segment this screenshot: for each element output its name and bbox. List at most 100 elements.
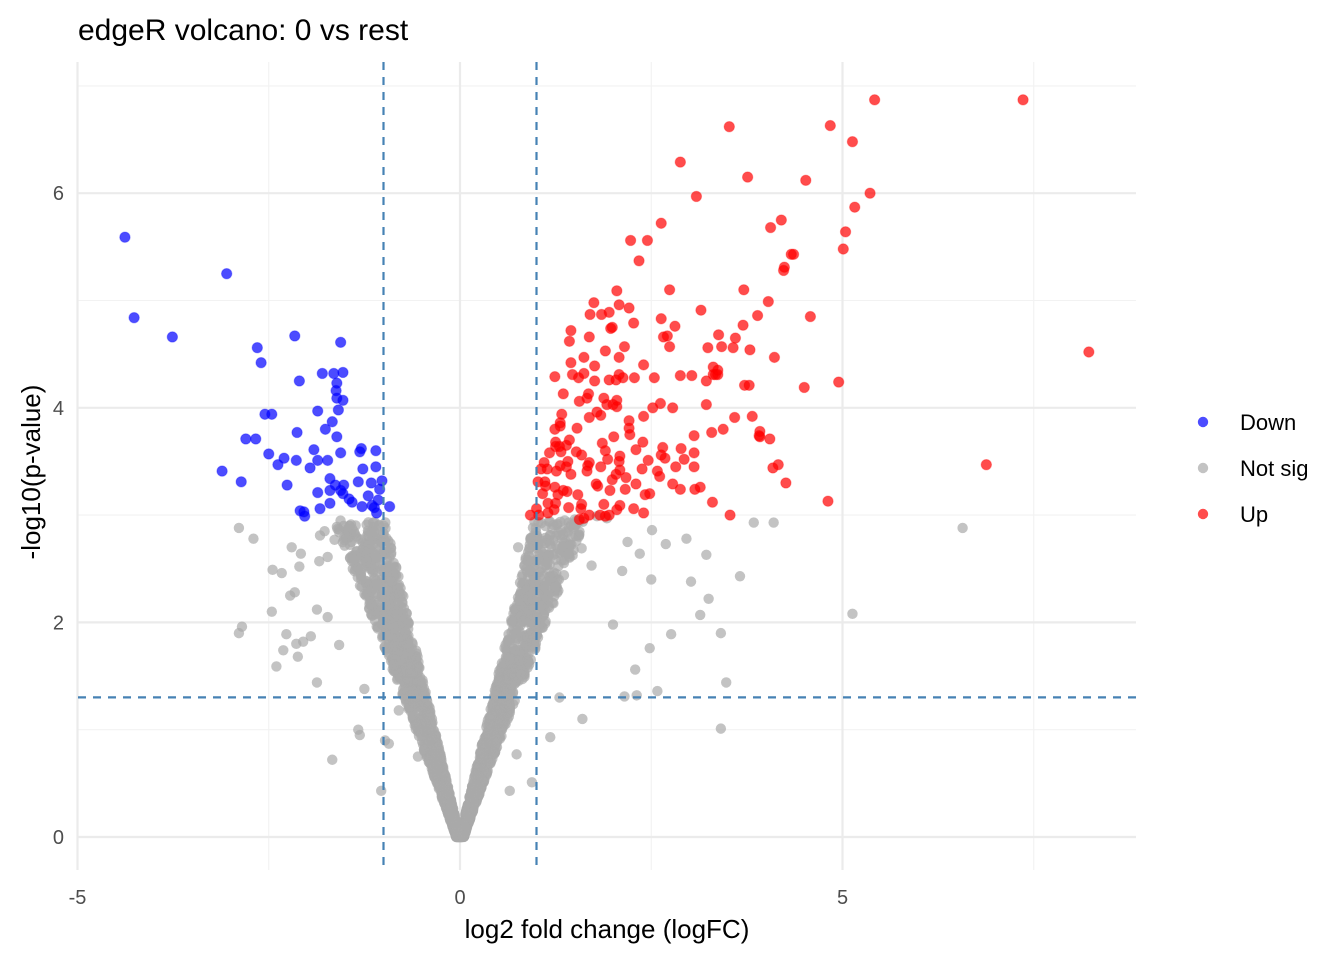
point-down — [290, 454, 302, 467]
point-up — [824, 119, 836, 132]
point-up — [746, 410, 758, 423]
point-up — [753, 429, 765, 442]
point-not-sig — [289, 587, 300, 598]
point-down — [166, 331, 179, 343]
point-up — [674, 483, 687, 496]
point-up — [637, 359, 650, 371]
point-up — [563, 434, 576, 446]
point-not-sig — [511, 749, 522, 760]
point-not-sig — [522, 566, 533, 578]
point-not-sig — [514, 577, 526, 588]
point-up — [648, 372, 661, 384]
point-not-sig — [646, 574, 657, 585]
point-down — [314, 502, 326, 515]
point-up — [624, 234, 637, 247]
point-not-sig — [460, 822, 471, 834]
point-not-sig — [685, 576, 697, 587]
point-up — [619, 483, 631, 496]
point-not-sig — [391, 592, 403, 603]
point-not-sig — [271, 661, 282, 672]
x-tick-label: 0 — [454, 887, 465, 909]
point-up — [980, 458, 993, 471]
point-up — [641, 234, 654, 247]
point-up — [573, 513, 586, 526]
point-not-sig — [297, 636, 309, 647]
point-not-sig — [377, 610, 389, 622]
point-not-sig — [412, 751, 424, 762]
point-not-sig — [503, 629, 514, 640]
point-up — [583, 411, 595, 424]
point-up — [674, 369, 687, 382]
point-up — [563, 335, 576, 347]
point-not-sig — [576, 543, 587, 554]
point-up — [702, 342, 714, 354]
point-not-sig — [314, 556, 325, 567]
legend-swatch — [1197, 508, 1209, 520]
point-up — [674, 156, 687, 168]
y-tick-label: 0 — [53, 827, 64, 849]
point-up — [743, 379, 755, 391]
point-not-sig — [352, 533, 364, 544]
point-up — [688, 447, 700, 459]
point-up — [595, 308, 608, 321]
point-up — [670, 461, 682, 473]
point-not-sig — [566, 532, 577, 543]
point-not-sig — [427, 733, 438, 744]
point-not-sig — [545, 538, 556, 550]
chart-title: edgeR volcano: 0 vs rest — [78, 14, 409, 47]
point-up — [598, 498, 610, 511]
point-not-sig — [267, 564, 278, 576]
point-not-sig — [510, 612, 521, 623]
point-down — [263, 448, 275, 460]
point-not-sig — [433, 762, 444, 773]
point-not-sig — [574, 526, 585, 537]
point-not-sig — [522, 631, 533, 643]
point-not-sig — [362, 529, 373, 541]
point-down — [289, 330, 301, 342]
point-not-sig — [734, 571, 746, 582]
point-up — [601, 398, 613, 411]
point-not-sig — [532, 542, 544, 553]
point-up — [666, 402, 679, 414]
point-down — [357, 463, 369, 475]
point-not-sig — [391, 608, 402, 620]
point-up — [737, 319, 749, 331]
point-up — [611, 285, 623, 297]
point-not-sig — [503, 668, 514, 679]
point-down — [316, 367, 328, 380]
point-down — [291, 426, 303, 439]
point-not-sig — [541, 557, 553, 568]
point-up — [717, 423, 729, 435]
point-up — [636, 463, 648, 475]
point-up — [780, 477, 792, 489]
point-down — [308, 443, 320, 456]
point-not-sig — [703, 593, 714, 604]
point-up — [728, 411, 741, 424]
point-not-sig — [485, 758, 496, 769]
point-up — [832, 376, 845, 388]
point-not-sig — [607, 619, 619, 630]
point-up — [700, 398, 713, 411]
point-not-sig — [510, 634, 522, 645]
point-not-sig — [408, 658, 419, 669]
point-not-sig — [435, 750, 446, 762]
x-axis-title: log2 fold change (logFC) — [465, 914, 750, 944]
point-up — [571, 422, 583, 434]
point-up — [653, 470, 666, 483]
point-up — [800, 174, 812, 187]
point-up — [822, 495, 834, 507]
point-up — [712, 329, 725, 341]
point-down — [383, 500, 396, 513]
y-tick-label: 6 — [53, 183, 64, 205]
point-up — [608, 431, 620, 443]
point-not-sig — [294, 561, 305, 572]
point-up — [533, 509, 545, 521]
point-down — [312, 405, 324, 417]
point-not-sig — [405, 676, 416, 687]
point-not-sig — [504, 785, 515, 797]
point-up — [582, 460, 594, 472]
point-not-sig — [376, 537, 388, 549]
point-down — [235, 476, 247, 488]
point-up — [628, 372, 641, 384]
